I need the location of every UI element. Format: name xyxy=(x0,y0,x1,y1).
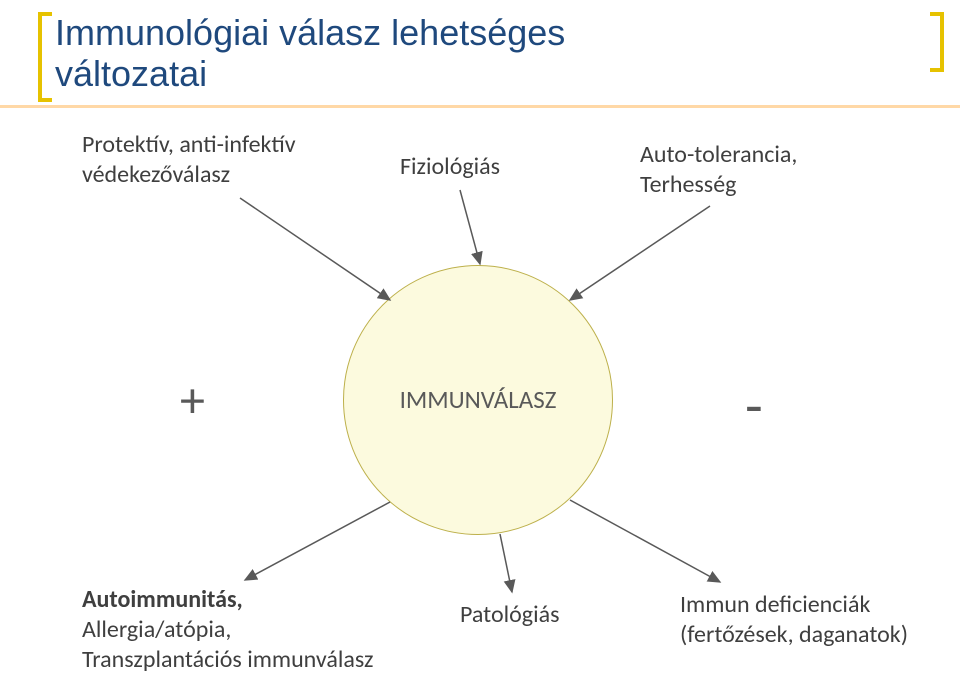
title-right-bracket xyxy=(930,12,944,72)
label-autoimmunity: Autoimmunitás, Allergia/atópia, Transzpl… xyxy=(82,585,374,675)
label-immunodeficiency: Immun deficienciák (fertőzések, daganato… xyxy=(680,590,908,650)
plus-sign: + xyxy=(180,370,205,431)
minus-sign: - xyxy=(745,370,763,441)
title-line-1: Immunológiai válasz lehetséges xyxy=(55,12,565,53)
label-protective: Protektív, anti-infektív védekezőválasz xyxy=(82,130,296,190)
title-left-bracket xyxy=(38,12,52,102)
title-underline xyxy=(0,105,960,108)
page-title: Immunológiai válasz lehetséges változata… xyxy=(55,12,565,95)
label-physiological: Fiziológiás xyxy=(400,152,500,182)
label-autotolerance: Auto-tolerancia, Terhesség xyxy=(640,140,797,200)
label-pathological: Patológiás xyxy=(460,600,559,630)
center-circle-label: IMMUNVÁLASZ xyxy=(343,384,613,415)
title-line-2: változatai xyxy=(55,53,207,94)
